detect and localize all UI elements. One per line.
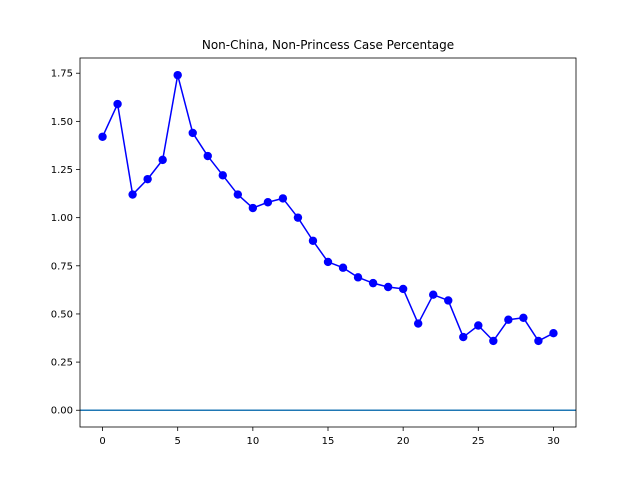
- plot-area: 0 5 10 15 20 25 30 0.00 0.25 0.50 0.75 1.00 1.25 1.50…: [51, 57, 577, 447]
- y-tick-label: 1.25: [51, 165, 73, 176]
- data-point: [308, 236, 318, 245]
- data-point: [474, 321, 483, 330]
- data-point: [113, 99, 122, 109]
- data-point: [143, 174, 152, 184]
- y-tick-label: 1.00: [51, 213, 73, 224]
- data-point: [504, 315, 513, 324]
- y-tick-label: 0.75: [51, 261, 73, 272]
- data-point: [338, 263, 348, 272]
- series-line: [101, 74, 554, 342]
- chart-title: Non-China, Non-Princess Case Percentage: [202, 38, 454, 52]
- x-tick-label: 10: [246, 436, 259, 447]
- data-point: [248, 203, 258, 213]
- data-point: [444, 296, 453, 305]
- x-tick-label: 5: [175, 436, 181, 447]
- data-point: [158, 155, 167, 165]
- axes-frame: [79, 57, 577, 428]
- data-point: [98, 132, 107, 141]
- data-point: [459, 332, 468, 342]
- data-point: [233, 190, 243, 199]
- data-point: [534, 336, 543, 346]
- x-tick-label: 0: [99, 436, 105, 447]
- data-point: [383, 282, 393, 292]
- data-point: [398, 284, 408, 294]
- y-tick-label: 1.50: [51, 117, 73, 128]
- y-tick-label: 0.25: [51, 358, 73, 369]
- data-point: [353, 273, 363, 282]
- data-point: [489, 336, 498, 346]
- y-tick-label: 0.50: [51, 309, 73, 320]
- data-point: [128, 190, 137, 199]
- data-point: [188, 128, 197, 138]
- x-tick-label: 30: [547, 436, 560, 447]
- y-tick-label: 0.00: [51, 406, 73, 417]
- data-point: [263, 198, 273, 207]
- data-point: [413, 319, 423, 328]
- x-tick-label: 25: [472, 436, 485, 447]
- x-tick-label: 15: [322, 436, 335, 447]
- data-point: [429, 290, 438, 299]
- data-point: [218, 171, 227, 180]
- data-point: [519, 313, 528, 323]
- y-tick-label: 1.75: [51, 69, 73, 80]
- data-point: [368, 278, 378, 288]
- data-point: [203, 151, 212, 161]
- data-point: [278, 194, 288, 203]
- data-point: [293, 213, 303, 222]
- data-point: [549, 329, 558, 338]
- data-point: [323, 257, 333, 267]
- x-tick-label: 20: [397, 436, 410, 447]
- data-point: [173, 70, 182, 80]
